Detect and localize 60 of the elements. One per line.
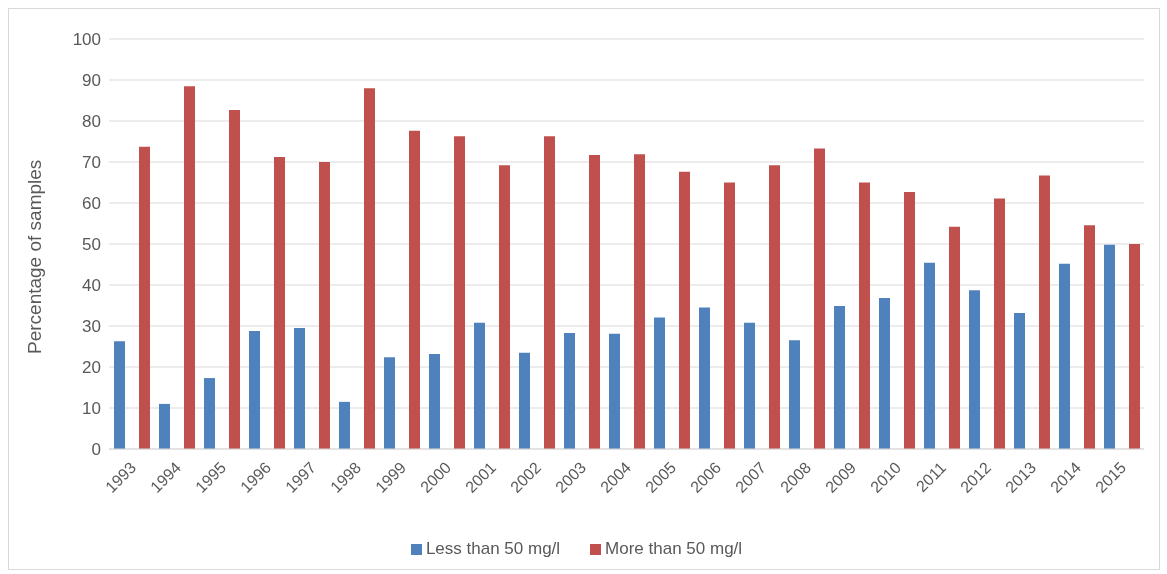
bar: [544, 136, 555, 449]
bar: [319, 162, 330, 449]
bar: [474, 322, 485, 449]
bar: [429, 353, 440, 449]
y-tick-label: 50: [82, 235, 101, 255]
y-axis-title: Percentage of samples: [23, 159, 45, 354]
bar: [294, 328, 305, 449]
bar: [744, 322, 755, 449]
bar: [879, 298, 890, 449]
bar: [519, 352, 530, 449]
y-tick-label: 0: [91, 440, 101, 460]
bar: [114, 341, 125, 449]
bar: [679, 171, 690, 449]
bar: [229, 109, 240, 449]
bar: [1059, 263, 1070, 449]
bar: [364, 88, 375, 449]
y-tick-label: 100: [72, 30, 101, 50]
bar: [159, 403, 170, 449]
y-tick-label: 10: [82, 399, 101, 419]
bar: [609, 333, 620, 449]
legend-label: More than 50 mg/l: [605, 539, 743, 558]
y-tick-label: 70: [82, 153, 101, 173]
bar: [969, 290, 980, 449]
y-tick-label: 60: [82, 194, 101, 214]
bar: [834, 305, 845, 449]
bar: [634, 154, 645, 449]
bar: [454, 136, 465, 449]
bar: [789, 340, 800, 449]
bar: [339, 401, 350, 449]
bar: [204, 378, 215, 449]
bar: [564, 332, 575, 449]
bar: [384, 357, 395, 449]
bar: [184, 86, 195, 449]
y-tick-label: 40: [82, 276, 101, 296]
bar: [994, 198, 1005, 449]
y-tick-label: 90: [82, 71, 101, 91]
bar: [1014, 312, 1025, 449]
bar: [274, 157, 285, 449]
bar: [1084, 225, 1095, 449]
bar: [859, 182, 870, 449]
legend-label: Less than 50 mg/l: [425, 539, 561, 558]
bar: [769, 165, 780, 449]
bar: [249, 330, 260, 449]
bar: [699, 307, 710, 449]
bar: [1129, 244, 1140, 449]
bar: [1104, 244, 1115, 449]
y-tick-label: 30: [82, 317, 101, 337]
y-tick-label: 80: [82, 112, 101, 132]
bar: [924, 262, 935, 449]
bar: [409, 130, 420, 449]
bar: [654, 317, 665, 449]
bar: [499, 165, 510, 449]
bar: [904, 191, 915, 449]
y-tick-label: 20: [82, 358, 101, 378]
bar: [1039, 175, 1050, 449]
bar: [949, 226, 960, 449]
bar: [589, 155, 600, 449]
bar: [139, 146, 150, 449]
bar: [724, 182, 735, 449]
bar: [814, 148, 825, 449]
